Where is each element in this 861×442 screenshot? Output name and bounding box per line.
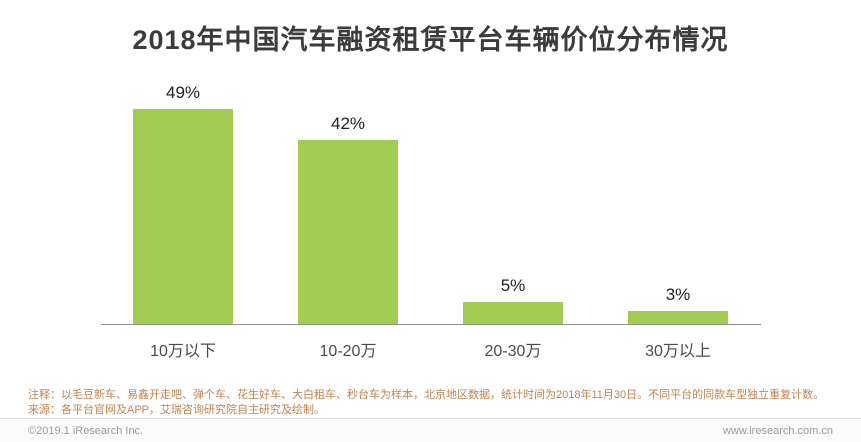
bar — [628, 311, 728, 324]
x-axis-tick-label: 30万以上 — [645, 343, 711, 360]
bar-group: 49% — [101, 83, 266, 324]
bar — [133, 109, 233, 324]
footnotes: 注释：以毛豆新车、易鑫开走吧、弹个车、花生好车、大白租车、秒台车为样本，北京地区… — [28, 388, 833, 418]
x-axis-tick-label: 10-20万 — [319, 343, 377, 360]
x-axis-tick-label: 20-30万 — [484, 343, 542, 360]
bar — [463, 302, 563, 324]
footnote-source: 来源：各平台官网及APP，艾瑞咨询研究院自主研究及绘制。 — [28, 404, 326, 416]
website-link[interactable]: www.iresearch.com.cn — [722, 424, 833, 437]
copyright-text: ©2019.1 iResearch Inc. — [28, 424, 144, 437]
bar — [298, 140, 398, 324]
footnote-annotation: 注释：以毛豆新车、易鑫开走吧、弹个车、花生好车、大白租车、秒台车为样本，北京地区… — [28, 389, 825, 401]
x-axis-labels: 10万以下 10-20万 20-30万 30万以上 — [101, 337, 761, 361]
bar-group: 5% — [431, 276, 596, 324]
bar-group: 42% — [266, 114, 431, 324]
footer-bar: ©2019.1 iResearch Inc. www.iresearch.com… — [0, 418, 861, 442]
bar-chart: 49% 42% 5% 3% 10万以下 10-20万 20-30万 30万以上 — [100, 83, 761, 361]
x-axis-tick-label: 10万以下 — [150, 343, 216, 360]
bar-value-label: 5% — [500, 276, 526, 295]
bar-value-label: 3% — [665, 285, 691, 304]
bar-value-label: 49% — [165, 83, 201, 102]
chart-title: 2018年中国汽车融资租赁平台车辆价位分布情况 — [132, 25, 729, 55]
bar-group: 3% — [596, 285, 761, 324]
plot-area: 49% 42% 5% 3% — [100, 83, 761, 325]
bar-value-label: 42% — [330, 114, 366, 133]
